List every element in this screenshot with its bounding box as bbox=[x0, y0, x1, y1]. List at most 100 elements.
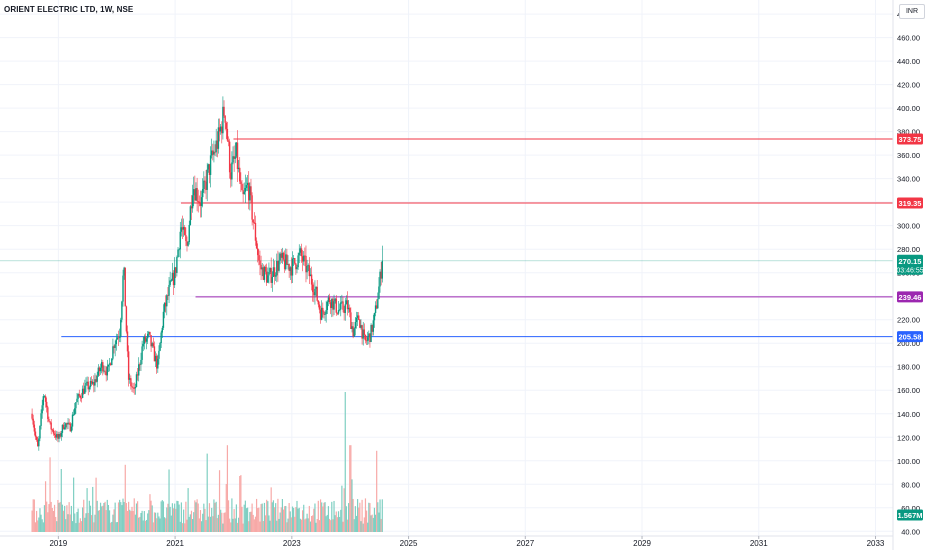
volume-bar bbox=[86, 488, 88, 532]
candle-body bbox=[120, 319, 122, 337]
candle-body bbox=[197, 201, 199, 202]
candle-body bbox=[241, 184, 243, 191]
candle-body bbox=[310, 274, 313, 285]
volume-bar bbox=[359, 502, 361, 532]
volume-bar bbox=[119, 499, 121, 532]
volume-bar bbox=[131, 506, 133, 532]
volume-bar bbox=[179, 521, 181, 532]
candle-body bbox=[245, 185, 248, 188]
candle-body bbox=[134, 386, 137, 389]
volume-bar bbox=[232, 518, 234, 532]
candle-body bbox=[105, 371, 107, 376]
volume-bar bbox=[255, 498, 258, 532]
volume-bar bbox=[325, 516, 327, 532]
volume-bar bbox=[111, 521, 113, 532]
volume-bar bbox=[183, 509, 185, 532]
volume-bar bbox=[192, 519, 194, 532]
volume-bar bbox=[202, 513, 204, 532]
candle-body bbox=[198, 201, 201, 203]
y-tick-label: 380.00 bbox=[897, 128, 920, 137]
candle-body bbox=[301, 256, 304, 262]
candle-body bbox=[292, 257, 295, 259]
volume-bar bbox=[53, 504, 56, 532]
x-tick-label: 2029 bbox=[633, 539, 651, 548]
candle-body bbox=[154, 355, 157, 362]
candle-body bbox=[267, 275, 269, 283]
volume-bar bbox=[339, 516, 341, 532]
candle-body bbox=[159, 342, 161, 351]
candle-body bbox=[355, 317, 358, 322]
candle-body bbox=[141, 346, 143, 360]
volume-bar bbox=[333, 500, 335, 532]
volume-bar bbox=[213, 499, 215, 532]
volume-bar bbox=[305, 518, 307, 532]
volume-bar bbox=[157, 512, 159, 532]
volume-bar bbox=[139, 516, 141, 532]
candle-body bbox=[364, 334, 367, 341]
volume-bar bbox=[174, 503, 176, 532]
volume-bar bbox=[261, 503, 263, 532]
x-tick-label: 2023 bbox=[283, 539, 301, 548]
candle-body bbox=[126, 331, 129, 352]
candle-body bbox=[89, 381, 92, 388]
volume-bar bbox=[323, 502, 325, 532]
candle-body bbox=[153, 346, 156, 362]
y-tick-label: 100.00 bbox=[897, 457, 920, 466]
volume-bar bbox=[112, 514, 114, 532]
volume-bar bbox=[312, 515, 314, 532]
candle-body bbox=[324, 314, 326, 316]
volume-bar bbox=[42, 522, 44, 532]
candle-body bbox=[173, 267, 176, 286]
candle-body bbox=[277, 260, 279, 271]
volume-bar bbox=[308, 505, 310, 532]
candle-body bbox=[114, 344, 116, 348]
candle-body bbox=[41, 405, 43, 414]
candle-body bbox=[305, 255, 307, 273]
candle-body bbox=[279, 253, 281, 261]
candle-body bbox=[187, 242, 189, 246]
volume-bar bbox=[215, 501, 217, 532]
volume-bar bbox=[373, 507, 376, 532]
candle-body bbox=[150, 335, 152, 347]
candle-body bbox=[54, 434, 57, 438]
volume-bar bbox=[224, 512, 226, 532]
currency-button[interactable]: INR bbox=[899, 4, 925, 19]
candle-body bbox=[84, 385, 86, 394]
candle-body bbox=[67, 422, 69, 425]
volume-bar bbox=[254, 516, 257, 532]
volume-bar bbox=[295, 507, 297, 532]
candle-body bbox=[96, 375, 98, 382]
candle-body bbox=[98, 367, 101, 372]
candle-body bbox=[340, 302, 342, 310]
volume-bar bbox=[368, 502, 370, 532]
volume-bar bbox=[363, 517, 365, 532]
volume-bar bbox=[57, 499, 59, 532]
volume-bar bbox=[94, 514, 96, 532]
volume-bar bbox=[297, 508, 299, 532]
last-price-label: 270.15 bbox=[899, 257, 922, 266]
volume-bar bbox=[205, 520, 207, 532]
volume-bar bbox=[209, 516, 212, 532]
volume-bar bbox=[349, 445, 351, 532]
candle-body bbox=[236, 142, 239, 169]
volume-bar bbox=[62, 510, 65, 532]
y-tick-label: 460.00 bbox=[897, 34, 920, 43]
y-tick-label: 360.00 bbox=[897, 151, 920, 160]
y-tick-label: 140.00 bbox=[897, 410, 920, 419]
volume-bar bbox=[167, 503, 169, 532]
volume-bar bbox=[299, 518, 301, 532]
volume-bar bbox=[158, 516, 160, 532]
candle-body bbox=[369, 333, 371, 343]
candle-body bbox=[152, 343, 155, 347]
volume-bar bbox=[282, 509, 285, 532]
candle-body bbox=[222, 106, 224, 134]
candle-body bbox=[147, 333, 149, 339]
candle-body bbox=[121, 301, 123, 320]
volume-bar bbox=[367, 522, 369, 532]
candle-body bbox=[171, 272, 174, 281]
candle-body bbox=[258, 255, 260, 261]
candle-body bbox=[81, 388, 84, 398]
candle-body bbox=[58, 434, 60, 439]
